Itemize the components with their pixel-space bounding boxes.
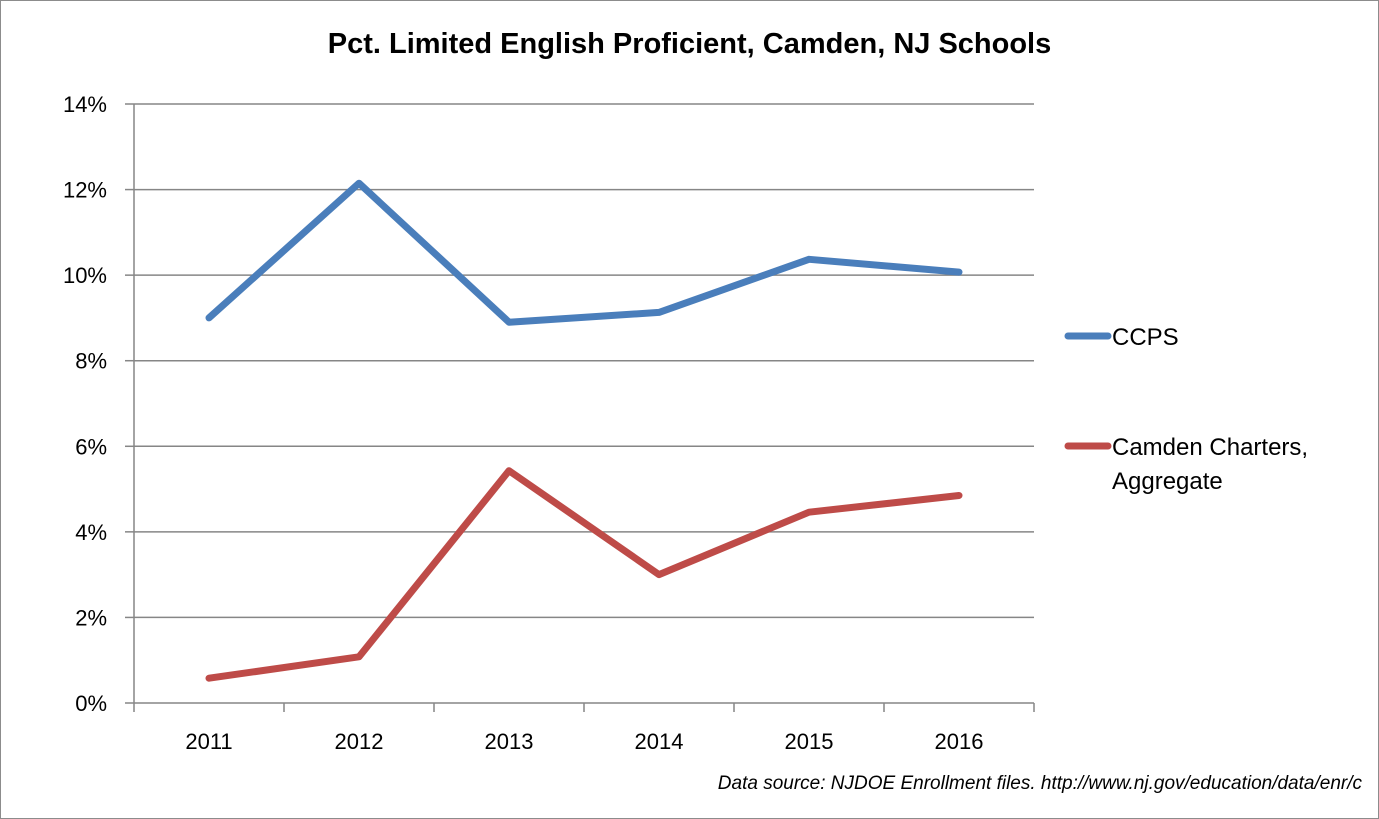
data-point: [956, 492, 962, 499]
y-tick-label: 6%: [75, 434, 107, 459]
y-tick-label: 10%: [63, 263, 107, 288]
series-line: [205, 467, 963, 682]
legend-label: CCPS: [1112, 324, 1179, 351]
data-point: [806, 509, 812, 516]
y-tick-label: 0%: [75, 691, 107, 716]
data-point: [356, 180, 362, 187]
source-note: Data source: NJDOE Enrollment files. htt…: [717, 773, 1362, 794]
legend-label: Aggregate: [1112, 468, 1223, 495]
x-tick-label: 2014: [635, 729, 684, 754]
chart-title: Pct. Limited English Proficient, Camden,…: [327, 28, 1052, 60]
x-tick-label: 2016: [935, 729, 984, 754]
y-tick-label: 14%: [63, 92, 107, 117]
data-point: [506, 319, 512, 326]
data-point: [656, 309, 662, 316]
legend-label: Camden Charters,: [1112, 434, 1308, 461]
y-tick-label: 12%: [63, 178, 107, 203]
data-point: [206, 675, 212, 682]
x-tick-label: 2015: [785, 729, 834, 754]
x-tick-label: 2012: [335, 729, 384, 754]
y-tick-label: 2%: [75, 605, 107, 630]
x-tick-label: 2011: [185, 729, 232, 754]
series-line: [205, 179, 963, 326]
data-point: [656, 571, 662, 578]
y-tick-label: 8%: [75, 349, 107, 374]
data-point: [206, 314, 212, 321]
y-tick-label: 4%: [75, 520, 107, 545]
x-tick-label: 2013: [485, 729, 534, 754]
data-point: [356, 653, 362, 660]
data-point: [506, 467, 512, 474]
data-point: [956, 269, 962, 276]
data-point: [806, 256, 812, 263]
